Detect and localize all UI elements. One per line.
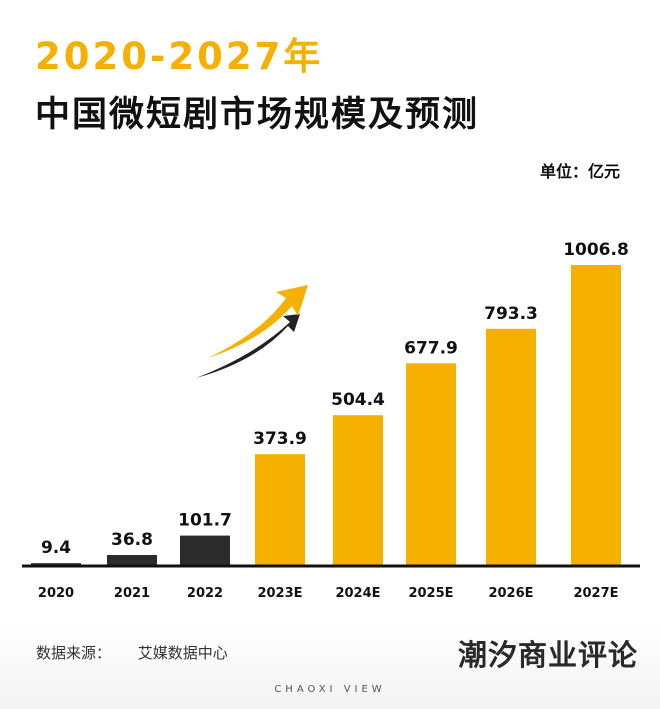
chart-title: 中国微短剧市场规模及预测	[35, 95, 480, 135]
watermark: CHAOXI VIEW	[274, 684, 386, 695]
bars-group	[31, 265, 621, 566]
bar-2026E	[486, 328, 536, 566]
category-label-2027E: 2027E	[573, 586, 618, 601]
chart-year-range: 2020-2027年	[35, 35, 324, 78]
value-label-2023E: 373.9	[253, 429, 307, 449]
value-label-2025E: 677.9	[404, 338, 458, 358]
value-label-2024E: 504.4	[331, 390, 385, 410]
value-label-2021: 36.8	[111, 530, 153, 550]
brand-logo-text: 潮汐商业评论	[457, 638, 638, 672]
category-label-2026E: 2026E	[488, 586, 533, 601]
unit-label: 单位：亿元	[539, 162, 620, 181]
value-label-2020: 9.4	[41, 538, 71, 558]
value-labels-group: 9.4 36.8 101.7 373.9 504.4 677.9 793.3 1006.8	[41, 240, 629, 558]
bar-2027E	[571, 265, 621, 566]
category-label-2021: 2021	[114, 586, 150, 601]
upward-arrow-icon	[196, 285, 308, 378]
source-value: 艾媒数据中心	[137, 644, 228, 662]
value-label-2026E: 793.3	[484, 304, 538, 324]
bar-2024E	[333, 415, 383, 566]
value-label-2022: 101.7	[178, 511, 232, 531]
category-label-2024E: 2024E	[335, 586, 380, 601]
bar-2022	[180, 535, 230, 566]
bar-2025E	[406, 363, 456, 566]
bar-2021	[107, 554, 157, 566]
category-label-2025E: 2025E	[408, 586, 453, 601]
category-label-2020: 2020	[38, 586, 74, 601]
bar-2023E	[255, 454, 305, 566]
category-labels-group: 2020 2021 2022 2023E 2024E 2025E 2026E 2027E	[38, 586, 619, 601]
source-label: 数据来源：	[36, 644, 112, 662]
category-label-2022: 2022	[187, 586, 223, 601]
category-label-2023E: 2023E	[257, 586, 302, 601]
value-label-2027E: 1006.8	[563, 240, 629, 260]
data-source: 数据来源： 艾媒数据中心	[36, 642, 228, 663]
